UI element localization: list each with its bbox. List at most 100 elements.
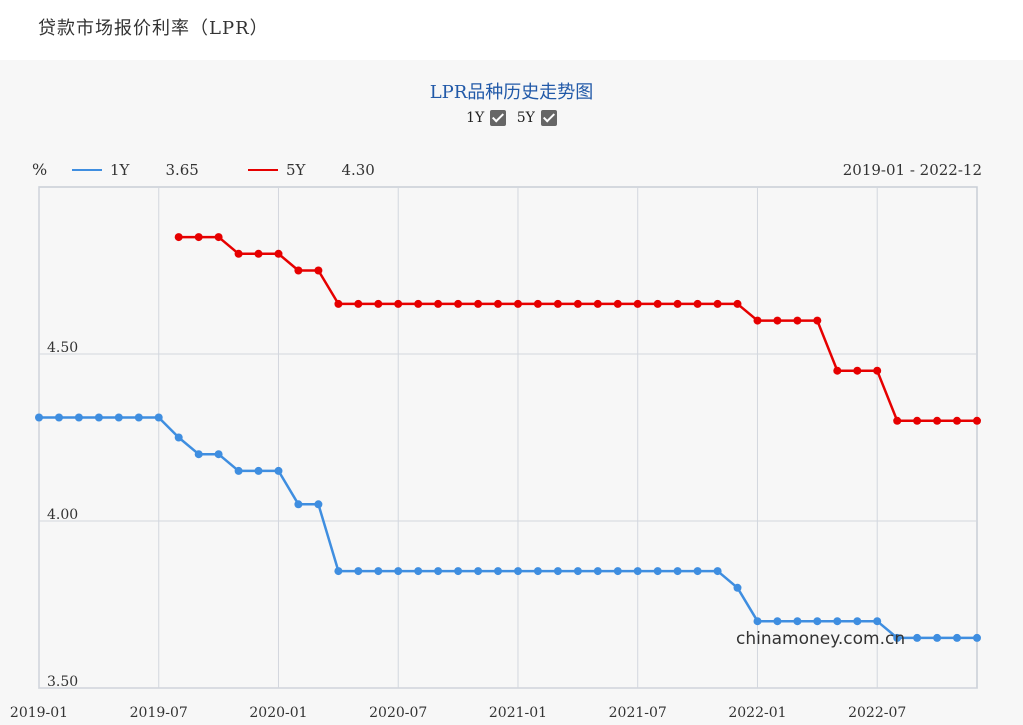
series-5y-point[interactable]	[673, 299, 682, 308]
checkbox-5y-checked-icon[interactable]	[540, 110, 557, 126]
series-1y-point[interactable]	[494, 567, 502, 576]
series-5y-point[interactable]	[913, 416, 922, 425]
series-1y-point[interactable]	[653, 567, 662, 576]
series-1y-point[interactable]	[55, 413, 63, 422]
series-5y-point[interactable]	[853, 366, 862, 375]
series-5y-point[interactable]	[593, 299, 602, 308]
series-5y-point[interactable]	[314, 266, 323, 275]
series-5y-point[interactable]	[833, 366, 842, 375]
series-5y-point[interactable]	[174, 233, 183, 242]
series-5y-point[interactable]	[973, 416, 981, 425]
series-1y-point[interactable]	[893, 633, 902, 642]
chart-legend: % 1Y 3.65 5Y 4.30 2019-01 - 2022-12	[32, 160, 982, 184]
series-1y-point[interactable]	[933, 633, 942, 642]
series-5y-point[interactable]	[693, 299, 702, 308]
series-1y-point[interactable]	[334, 567, 343, 576]
toggle-1y[interactable]: 1Y	[466, 110, 507, 126]
series-5y-point[interactable]	[394, 299, 403, 308]
series-1y-point[interactable]	[613, 567, 622, 576]
series-1y-point[interactable]	[514, 567, 522, 576]
series-1y-point[interactable]	[753, 617, 762, 626]
series-1y-point[interactable]	[214, 450, 223, 459]
series-5y-point[interactable]	[533, 299, 542, 308]
series-1y-point[interactable]	[254, 466, 263, 475]
series-5y-point[interactable]	[474, 299, 483, 308]
series-5y-point[interactable]	[573, 299, 582, 308]
series-1y-point[interactable]	[234, 466, 243, 475]
series-1y-point[interactable]	[953, 633, 961, 642]
series-5y-point[interactable]	[873, 366, 882, 375]
page-title: 贷款市场报价利率（LPR）	[38, 18, 269, 39]
series-1y-point[interactable]	[114, 413, 123, 422]
series-5y-point[interactable]	[933, 416, 942, 425]
series-5y-point[interactable]	[494, 299, 502, 308]
series-5y-point[interactable]	[334, 299, 343, 308]
series-1y-point[interactable]	[134, 413, 143, 422]
series-5y-point[interactable]	[733, 299, 742, 308]
series-1y-point[interactable]	[454, 567, 463, 576]
series-5y-point[interactable]	[653, 299, 662, 308]
series-5y-point[interactable]	[773, 316, 782, 325]
series-1y-point[interactable]	[633, 567, 642, 576]
series-1y-point[interactable]	[194, 450, 203, 459]
series-1y-point[interactable]	[813, 617, 822, 626]
series-5y-point[interactable]	[234, 249, 243, 258]
series-1y-point[interactable]	[573, 567, 582, 576]
series-1y-point[interactable]	[973, 633, 981, 642]
series-1y-point[interactable]	[35, 413, 43, 422]
series-5y-point[interactable]	[633, 299, 642, 308]
series-5y-point[interactable]	[793, 316, 802, 325]
series-5y-point[interactable]	[613, 299, 622, 308]
series-5y-point[interactable]	[214, 233, 223, 242]
series-1y-point[interactable]	[853, 617, 862, 626]
series-5y-point[interactable]	[553, 299, 562, 308]
series-1y-point[interactable]	[374, 567, 383, 576]
series-5y-point[interactable]	[274, 249, 283, 258]
series-5y-point[interactable]	[753, 316, 762, 325]
series-1y-point[interactable]	[294, 500, 303, 509]
series-1y-point[interactable]	[94, 413, 103, 422]
series-1y-point[interactable]	[833, 617, 842, 626]
toggle-1y-label: 1Y	[466, 110, 485, 126]
series-5y-point[interactable]	[354, 299, 363, 308]
series-1y-point[interactable]	[274, 466, 283, 475]
series-1y-point[interactable]	[593, 567, 602, 576]
series-1y-point[interactable]	[414, 567, 423, 576]
series-5y-point[interactable]	[414, 299, 423, 308]
series-1y-point[interactable]	[693, 567, 702, 576]
series-1y-point[interactable]	[673, 567, 682, 576]
series-1y-point[interactable]	[434, 567, 443, 576]
series-5y-point[interactable]	[194, 233, 203, 242]
series-5y-point[interactable]	[454, 299, 463, 308]
toggle-5y[interactable]: 5Y	[517, 110, 557, 126]
series-1y-point[interactable]	[713, 567, 722, 576]
series-5y-point[interactable]	[254, 249, 263, 258]
series-1y-point[interactable]	[314, 500, 323, 509]
series-1y-point[interactable]	[394, 567, 403, 576]
series-1y-point[interactable]	[474, 567, 483, 576]
series-5y-point[interactable]	[713, 299, 722, 308]
x-tick-label: 2019-01	[10, 705, 68, 721]
series-1y-point[interactable]	[174, 433, 183, 442]
series-1y-point[interactable]	[354, 567, 363, 576]
series-1y-point[interactable]	[533, 567, 542, 576]
series-5y-point[interactable]	[374, 299, 383, 308]
checkbox-1y-checked-icon[interactable]	[490, 110, 507, 126]
series-5y-point[interactable]	[434, 299, 443, 308]
series-5y-point[interactable]	[514, 299, 522, 308]
series-5y-point[interactable]	[893, 416, 902, 425]
series-1y-point[interactable]	[733, 583, 742, 592]
series-5y-point[interactable]	[953, 416, 961, 425]
series-1y-point[interactable]	[773, 617, 782, 626]
series-1y-point[interactable]	[154, 413, 163, 422]
series-1y-point[interactable]	[793, 617, 802, 626]
series-5y-point[interactable]	[813, 316, 822, 325]
series-1y-point[interactable]	[913, 633, 922, 642]
series-1y-point[interactable]	[873, 617, 882, 626]
series-1y-point[interactable]	[74, 413, 83, 422]
series-1y-point[interactable]	[553, 567, 562, 576]
series-toggles: 1Y 5Y	[0, 110, 1023, 126]
series-5y-point[interactable]	[294, 266, 303, 275]
y-tick-label: 3.50	[47, 674, 78, 690]
y-tick-labels: 3.50 4.00 4.50	[47, 340, 78, 690]
